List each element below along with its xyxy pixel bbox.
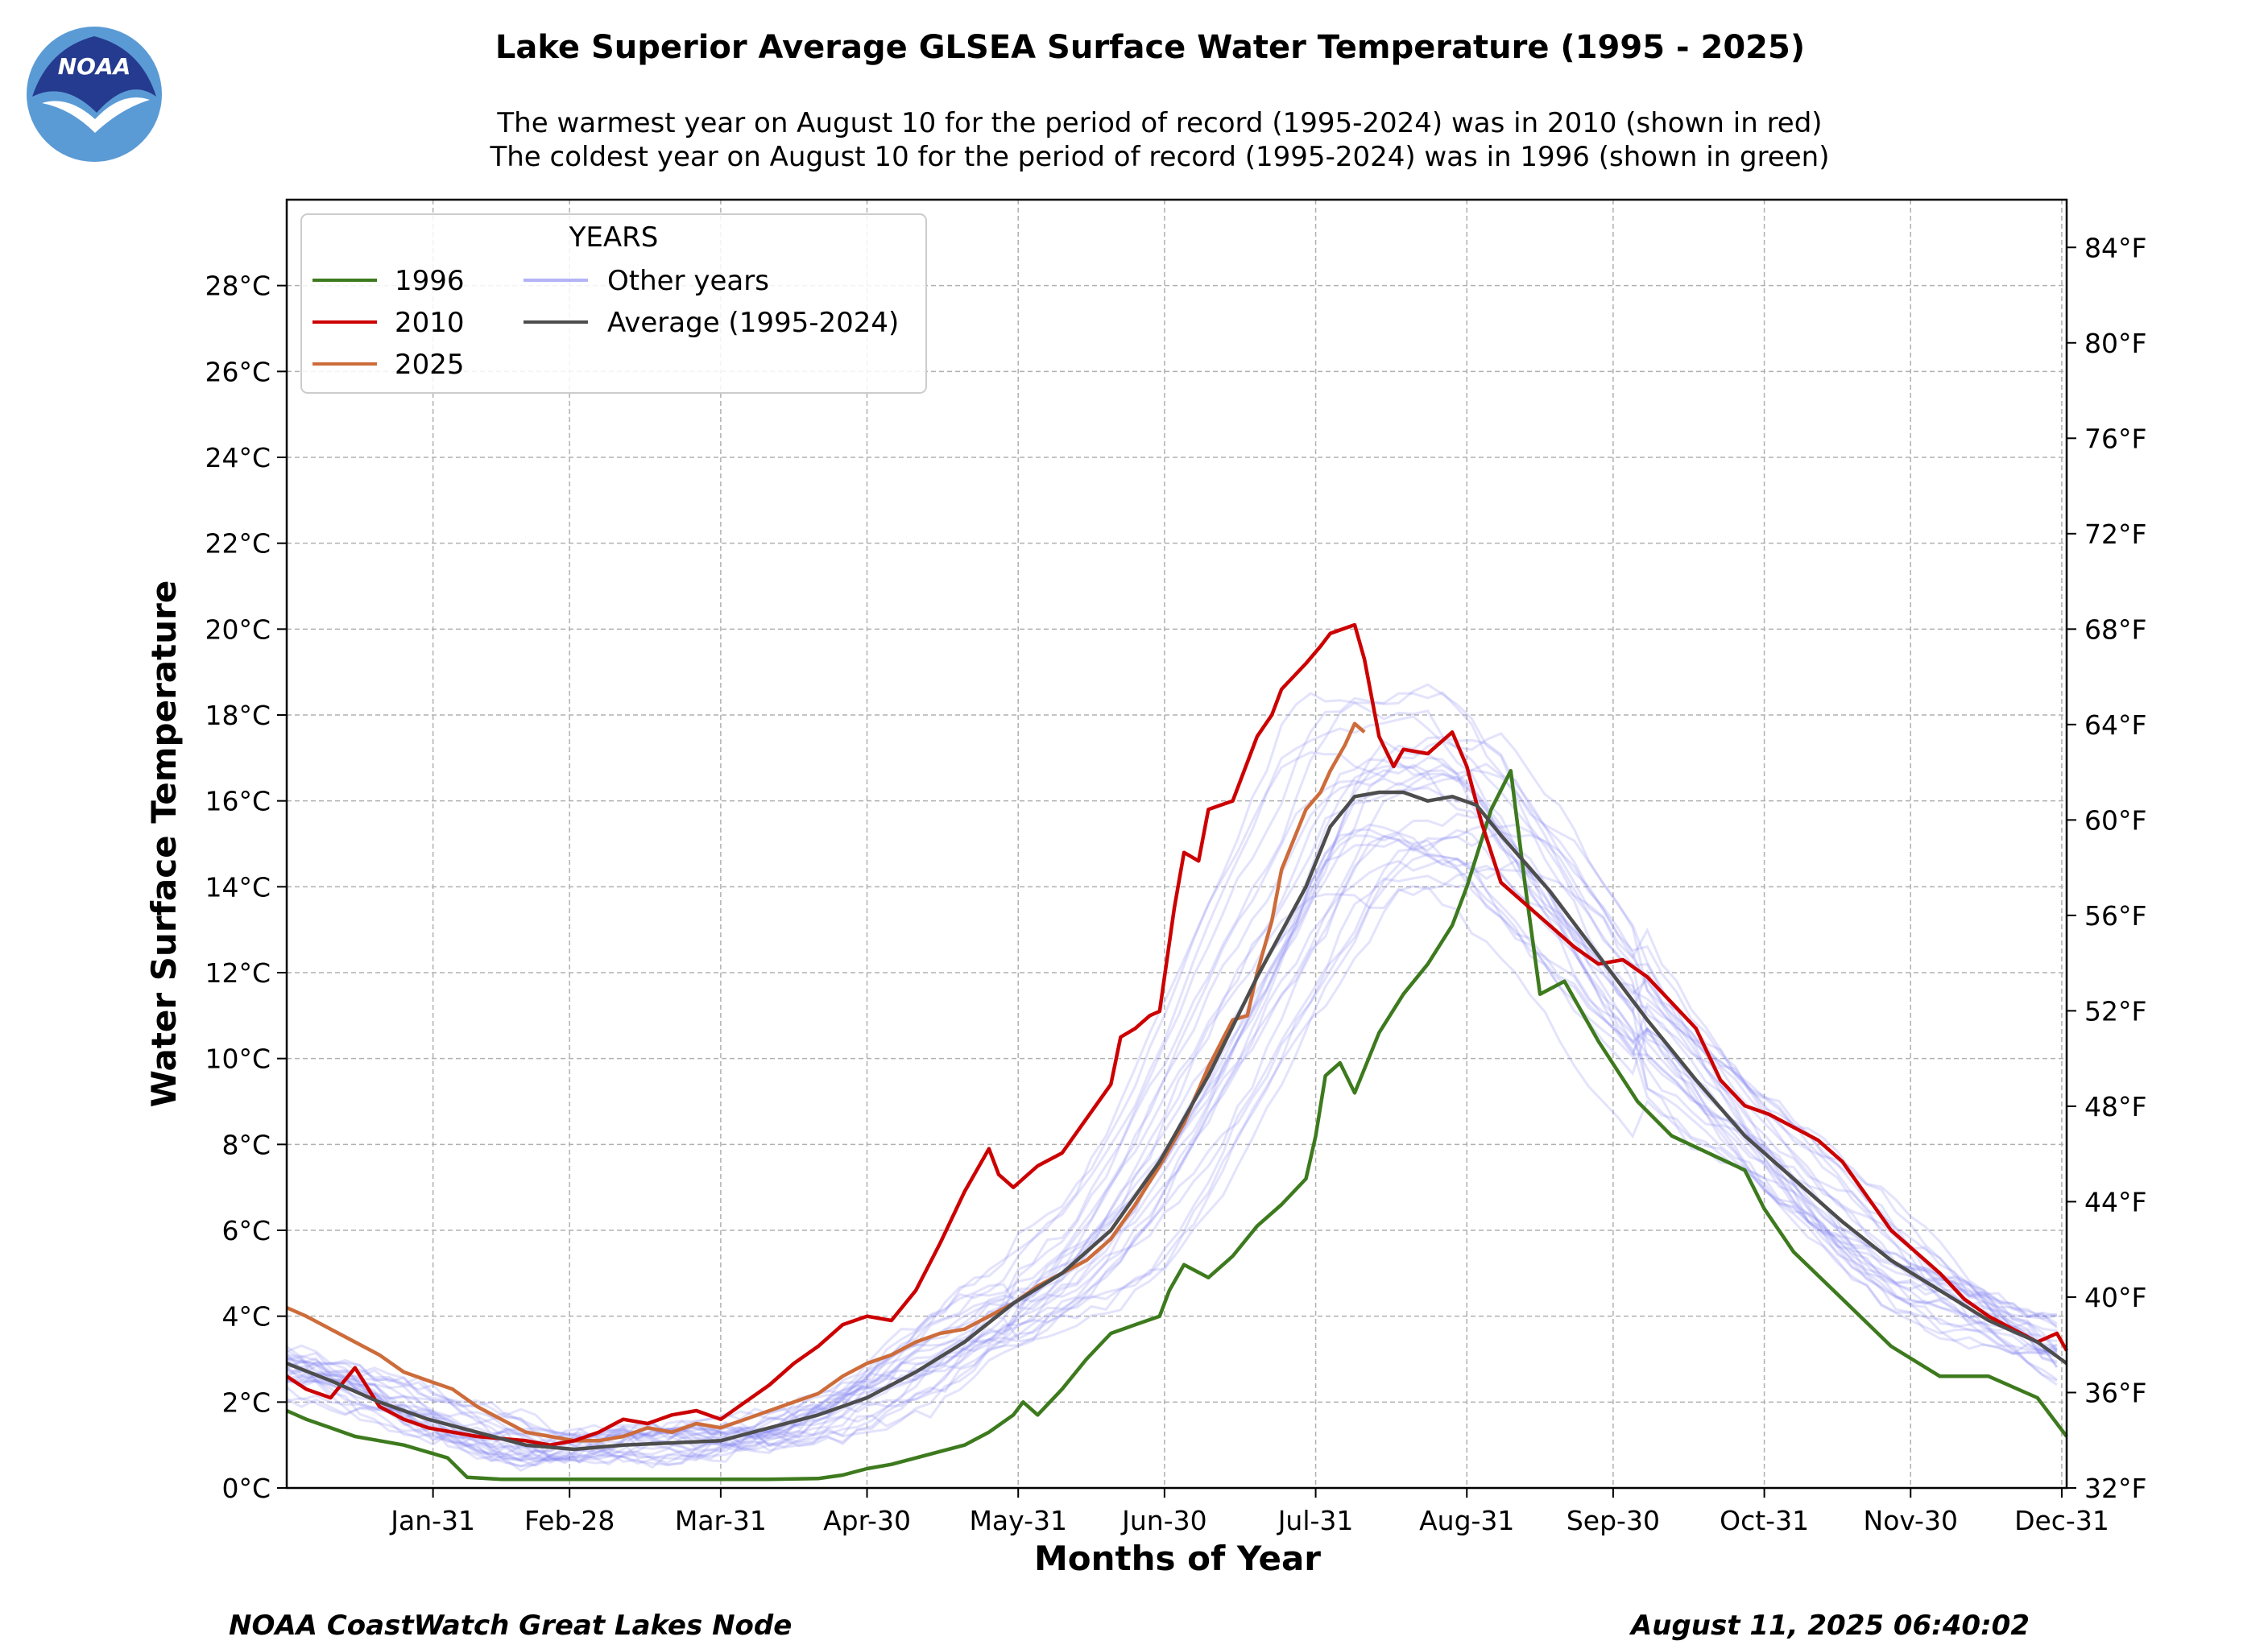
x-tick-label: Aug-31 [1419, 1505, 1514, 1536]
y2-tick-label: 68°F [2084, 614, 2146, 645]
plot-frame [285, 198, 2068, 1490]
other-year-line [286, 763, 2058, 1461]
grid [287, 200, 2067, 1489]
x-tick-label: Oct-31 [1720, 1505, 1809, 1536]
other-year-line [286, 732, 2058, 1461]
footer-timestamp: August 11, 2025 06:40:02 [1629, 1610, 2030, 1642]
y-tick-label: 26°C [205, 356, 271, 387]
other-year-line [286, 858, 2058, 1461]
y-tick-label: 20°C [205, 614, 271, 645]
y2-tick-label: 44°F [2084, 1186, 2146, 1217]
x-tick-label: May-31 [969, 1505, 1067, 1536]
y-tick-label: 0°C [221, 1473, 271, 1504]
legend-entry-1996: 1996 [395, 265, 465, 297]
y2-tick-label: 32°F [2084, 1473, 2146, 1504]
x-axis-label: Months of Year [1034, 1539, 1321, 1578]
other-year-line [286, 823, 2058, 1466]
y2-tick-label: 80°F [2084, 328, 2146, 359]
series-line-1996 [286, 769, 2068, 1482]
other-year-line [286, 739, 2058, 1466]
y2-tick-label: 64°F [2084, 709, 2146, 741]
y-axis-left: 0°C 2°C 4°C 6°C 8°C 10°C 12°C 14°C 16°C 18°C 20°C 2… [205, 271, 287, 1504]
y-tick-label: 16°C [205, 786, 271, 817]
legend-entry-2010: 2010 [395, 307, 465, 339]
y-tick-label: 24°C [205, 442, 271, 473]
x-tick-label: Dec-31 [2014, 1505, 2109, 1536]
series-line-average-1995-2024- [286, 790, 2068, 1452]
other-year-line [286, 715, 2057, 1463]
y2-tick-label: 48°F [2084, 1091, 2146, 1122]
y2-tick-label: 72°F [2084, 519, 2146, 550]
other-years-lines [285, 683, 2059, 1473]
y-tick-label: 6°C [221, 1215, 271, 1246]
other-year-line [286, 781, 2059, 1463]
series-line-2010 [285, 622, 2068, 1447]
legend-entry-2025: 2025 [395, 349, 465, 381]
x-tick-label: Apr-30 [823, 1505, 911, 1536]
y-tick-label: 2°C [221, 1387, 271, 1418]
y-tick-label: 4°C [221, 1301, 271, 1333]
y2-tick-label: 52°F [2084, 995, 2146, 1027]
y-tick-label: 8°C [221, 1129, 271, 1160]
y2-tick-label: 60°F [2084, 804, 2146, 836]
y-tick-label: 22°C [205, 528, 271, 560]
footer-source: NOAA CoastWatch Great Lakes Node [229, 1610, 792, 1642]
other-year-line [286, 769, 2058, 1462]
chart-subtitle-1: The warmest year on August 10 for the pe… [496, 107, 1822, 139]
x-tick-label: Jun-30 [1120, 1505, 1206, 1536]
other-year-line [286, 763, 2058, 1465]
y2-tick-label: 56°F [2084, 900, 2146, 932]
y-axis-right: 32°F 36°F 40°F 44°F 48°F 52°F 56°F 60°F 64°F 68°F… [2067, 232, 2146, 1504]
x-tick-label: Mar-31 [675, 1505, 767, 1536]
legend-entry-average: Average (1995-2024) [607, 307, 899, 339]
other-year-line [286, 763, 2059, 1461]
x-tick-label: Feb-28 [524, 1505, 615, 1536]
y2-tick-label: 76°F [2084, 423, 2146, 454]
noaa-logo-text: NOAA [58, 53, 131, 80]
y-tick-label: 18°C [205, 700, 271, 731]
x-tick-label: Sep-30 [1566, 1505, 1660, 1536]
y-tick-label: 10°C [205, 1044, 271, 1075]
other-year-line [286, 885, 2058, 1473]
y-tick-label: 12°C [205, 957, 271, 989]
legend-title: YEARS [569, 221, 659, 254]
x-tick-label: Jan-31 [389, 1505, 475, 1536]
x-tick-label: Jul-31 [1277, 1505, 1354, 1536]
other-year-line [286, 830, 2058, 1465]
x-tick-label: Nov-30 [1864, 1505, 1958, 1536]
y2-tick-label: 40°F [2084, 1282, 2146, 1313]
chart-subtitle-2: The coldest year on August 10 for the pe… [489, 141, 1829, 173]
y2-tick-label: 84°F [2084, 232, 2146, 263]
other-year-line [286, 691, 2058, 1455]
x-axis: Jan-31 Feb-28 Mar-31 Apr-30 May-31 Jun-30 Jul-… [389, 1488, 2109, 1536]
series-lines [285, 622, 2068, 1482]
y2-tick-label: 36°F [2084, 1377, 2146, 1408]
other-year-line [286, 683, 2058, 1468]
other-year-line [286, 859, 2058, 1465]
legend: YEARS 1996 2010 2025 Other years Average… [300, 213, 927, 394]
chart-title: Lake Superior Average GLSEA Surface Wate… [495, 29, 1805, 66]
noaa-logo-icon: NOAA [27, 27, 162, 162]
other-year-line [286, 750, 2058, 1462]
y-tick-label: 28°C [205, 271, 271, 302]
legend-entry-other-years: Other years [607, 265, 769, 297]
y-tick-label: 14°C [205, 871, 271, 903]
y-axis-label: Water Surface Temperature [144, 581, 184, 1108]
legend-box [300, 213, 927, 394]
other-year-line [286, 692, 2058, 1464]
